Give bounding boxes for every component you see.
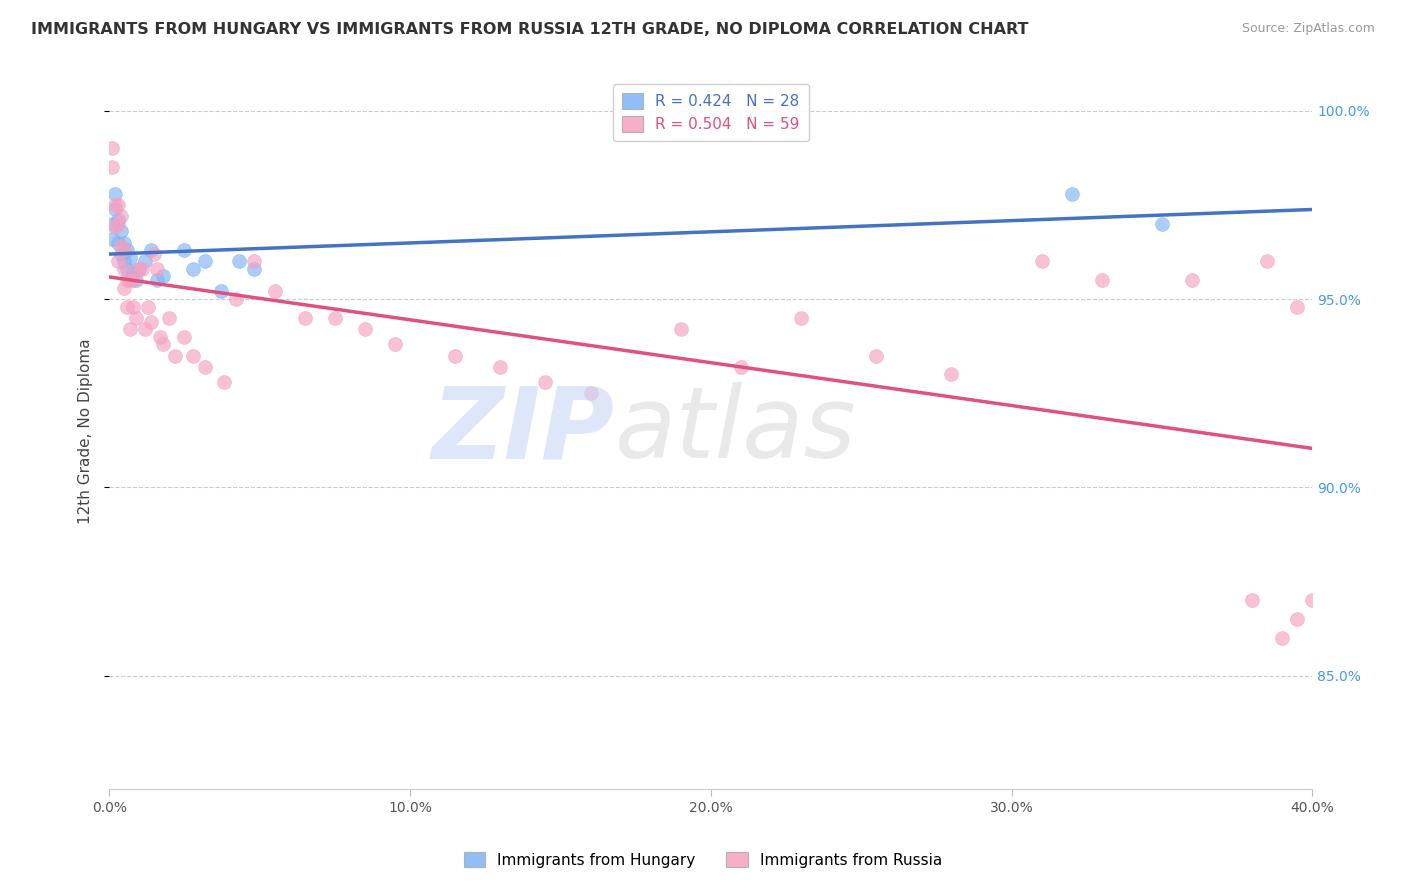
Text: IMMIGRANTS FROM HUNGARY VS IMMIGRANTS FROM RUSSIA 12TH GRADE, NO DIPLOMA CORRELA: IMMIGRANTS FROM HUNGARY VS IMMIGRANTS FR… bbox=[31, 22, 1028, 37]
Point bbox=[194, 359, 217, 374]
Point bbox=[101, 160, 124, 174]
Text: atlas: atlas bbox=[614, 383, 856, 479]
Point bbox=[134, 322, 156, 336]
Point bbox=[110, 209, 132, 223]
Legend: Immigrants from Hungary, Immigrants from Russia: Immigrants from Hungary, Immigrants from… bbox=[458, 846, 948, 873]
Point bbox=[107, 217, 129, 231]
Point bbox=[120, 273, 142, 287]
Point bbox=[104, 186, 127, 201]
Point bbox=[101, 141, 124, 155]
Point bbox=[152, 337, 174, 351]
Point bbox=[112, 243, 135, 257]
Point bbox=[128, 261, 150, 276]
Point bbox=[194, 254, 217, 268]
Text: Source: ZipAtlas.com: Source: ZipAtlas.com bbox=[1241, 22, 1375, 36]
Point bbox=[122, 273, 145, 287]
Point bbox=[117, 300, 139, 314]
Point bbox=[152, 269, 174, 284]
Point bbox=[107, 254, 129, 268]
Point bbox=[104, 220, 127, 235]
Point bbox=[242, 261, 264, 276]
Point bbox=[354, 322, 377, 336]
Point bbox=[579, 386, 602, 401]
Point bbox=[183, 349, 205, 363]
Point bbox=[104, 198, 127, 212]
Point bbox=[263, 285, 285, 299]
Point bbox=[143, 247, 166, 261]
Point bbox=[112, 281, 135, 295]
Point bbox=[112, 261, 135, 276]
Point bbox=[384, 337, 406, 351]
Point bbox=[110, 224, 132, 238]
Point bbox=[157, 310, 180, 325]
Point bbox=[112, 254, 135, 268]
Point bbox=[117, 273, 139, 287]
Point bbox=[120, 251, 142, 265]
Point bbox=[138, 300, 160, 314]
Point bbox=[173, 329, 195, 343]
Point bbox=[146, 261, 169, 276]
Point bbox=[110, 247, 132, 261]
Point bbox=[107, 235, 129, 250]
Point bbox=[212, 375, 235, 389]
Point bbox=[534, 375, 557, 389]
Point bbox=[120, 322, 142, 336]
Point bbox=[173, 243, 195, 257]
Point bbox=[125, 310, 148, 325]
Point bbox=[104, 202, 127, 216]
Point bbox=[107, 198, 129, 212]
Point bbox=[112, 235, 135, 250]
Point bbox=[1286, 612, 1309, 626]
Point bbox=[183, 261, 205, 276]
Point bbox=[1286, 300, 1309, 314]
Point bbox=[294, 310, 316, 325]
Point bbox=[146, 273, 169, 287]
Point bbox=[209, 285, 232, 299]
Point bbox=[669, 322, 692, 336]
Point bbox=[790, 310, 813, 325]
Point bbox=[107, 213, 129, 227]
Point bbox=[1301, 593, 1323, 607]
Point bbox=[122, 266, 145, 280]
Point bbox=[323, 310, 346, 325]
Point bbox=[117, 261, 139, 276]
Point bbox=[134, 254, 156, 268]
Point bbox=[242, 254, 264, 268]
Point bbox=[122, 300, 145, 314]
Text: ZIP: ZIP bbox=[432, 383, 614, 479]
Point bbox=[101, 232, 124, 246]
Y-axis label: 12th Grade, No Diploma: 12th Grade, No Diploma bbox=[79, 338, 93, 524]
Point bbox=[131, 261, 153, 276]
Point bbox=[1256, 254, 1278, 268]
Legend: R = 0.424   N = 28, R = 0.504   N = 59: R = 0.424 N = 28, R = 0.504 N = 59 bbox=[613, 84, 808, 141]
Point bbox=[228, 254, 250, 268]
Point bbox=[1091, 273, 1114, 287]
Point bbox=[128, 261, 150, 276]
Point bbox=[141, 243, 163, 257]
Point bbox=[1060, 186, 1083, 201]
Point bbox=[149, 329, 172, 343]
Point bbox=[730, 359, 752, 374]
Point bbox=[110, 239, 132, 253]
Point bbox=[225, 292, 247, 306]
Point bbox=[1150, 217, 1173, 231]
Point bbox=[1271, 631, 1294, 645]
Point bbox=[165, 349, 187, 363]
Point bbox=[141, 315, 163, 329]
Point bbox=[1181, 273, 1204, 287]
Point bbox=[941, 368, 963, 382]
Point bbox=[101, 217, 124, 231]
Point bbox=[125, 273, 148, 287]
Point bbox=[1031, 254, 1053, 268]
Point bbox=[1241, 593, 1264, 607]
Point bbox=[489, 359, 512, 374]
Point bbox=[444, 349, 467, 363]
Point bbox=[117, 243, 139, 257]
Point bbox=[865, 349, 887, 363]
